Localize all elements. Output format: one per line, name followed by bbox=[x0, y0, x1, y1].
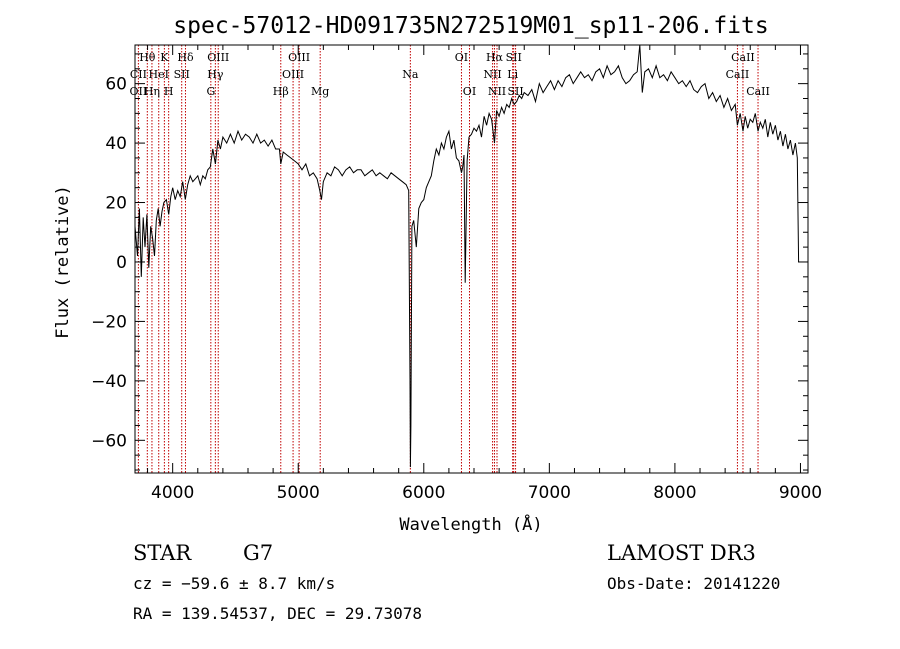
spectral-line-markers bbox=[137, 45, 759, 473]
spectral-line-label: Hα bbox=[486, 51, 504, 64]
object-class: STAR bbox=[133, 541, 192, 565]
y-tick-label: −60 bbox=[91, 431, 127, 451]
survey-name: LAMOST DR3 bbox=[607, 541, 756, 565]
object-subclass: G7 bbox=[243, 541, 273, 565]
y-axis-ticks: −60 −40 −20 0 20 40 60 bbox=[91, 53, 808, 471]
x-axis-ticks: 4000 5000 6000 7000 8000 9000 bbox=[147, 45, 822, 503]
y-axis-label: Flux (relative) bbox=[53, 185, 73, 339]
chart-title: spec-57012-HD091735N272519M01_sp11-206.f… bbox=[173, 13, 768, 39]
spectral-line-label: Hθ bbox=[139, 51, 156, 64]
spectral-line-label: SII bbox=[506, 51, 522, 64]
spectral-line-label: SII bbox=[174, 68, 190, 81]
spectral-line-label: H bbox=[164, 85, 174, 98]
spectral-line-label: Hβ bbox=[273, 85, 289, 98]
spectral-line-label: OI bbox=[455, 51, 468, 64]
spectral-line-label: Hγ bbox=[207, 68, 224, 81]
x-tick-label: 6000 bbox=[402, 483, 445, 503]
x-tick-label: 5000 bbox=[277, 483, 320, 503]
spectral-line-label: HeI bbox=[149, 68, 169, 81]
y-tick-label: 40 bbox=[105, 134, 127, 154]
spectral-line-label: Mg bbox=[311, 85, 329, 98]
spectral-line-label: OIII bbox=[288, 51, 310, 64]
spectral-line-label: CaII bbox=[726, 68, 750, 81]
spectral-line-label: CII bbox=[130, 68, 147, 81]
spectral-line-label: OIII bbox=[282, 68, 304, 81]
coordinates: RA = 139.54537, DEC = 29.73078 bbox=[133, 604, 422, 623]
x-tick-label: 4000 bbox=[151, 483, 194, 503]
y-tick-label: 0 bbox=[116, 253, 127, 273]
redshift-velocity: cz = −59.6 ± 8.7 km/s bbox=[133, 574, 335, 593]
spectral-line-label: Hδ bbox=[177, 51, 194, 64]
plot-frame bbox=[134, 44, 809, 474]
x-tick-label: 7000 bbox=[528, 483, 571, 503]
spectral-line-label: G bbox=[206, 85, 215, 98]
y-tick-label: −20 bbox=[91, 312, 127, 332]
spectral-line-label: K bbox=[160, 51, 169, 64]
spectral-line-label: NII bbox=[488, 85, 506, 98]
y-tick-label: 60 bbox=[105, 75, 127, 95]
spectral-line-label: Na bbox=[402, 68, 419, 81]
y-tick-label: −40 bbox=[91, 372, 127, 392]
observation-date: Obs-Date: 20141220 bbox=[607, 574, 780, 593]
spectrum-series bbox=[134, 44, 800, 468]
y-tick-label: 20 bbox=[105, 194, 127, 214]
spectral-line-label: Hη bbox=[144, 85, 160, 98]
spectral-line-label: SII bbox=[507, 85, 523, 98]
spectral-line-label: OI bbox=[463, 85, 476, 98]
spectral-line-label: NII bbox=[483, 68, 501, 81]
x-tick-label: 9000 bbox=[779, 483, 822, 503]
spectral-line-label: CaII bbox=[731, 51, 755, 64]
x-axis-label: Wavelength (Å) bbox=[399, 513, 542, 535]
spectral-line-label: CaII bbox=[746, 85, 770, 98]
spectral-line-label: OIII bbox=[207, 51, 229, 64]
x-tick-label: 8000 bbox=[653, 483, 696, 503]
spectral-line-label: Li bbox=[507, 68, 518, 81]
spectral-line-label: OII bbox=[130, 85, 148, 98]
